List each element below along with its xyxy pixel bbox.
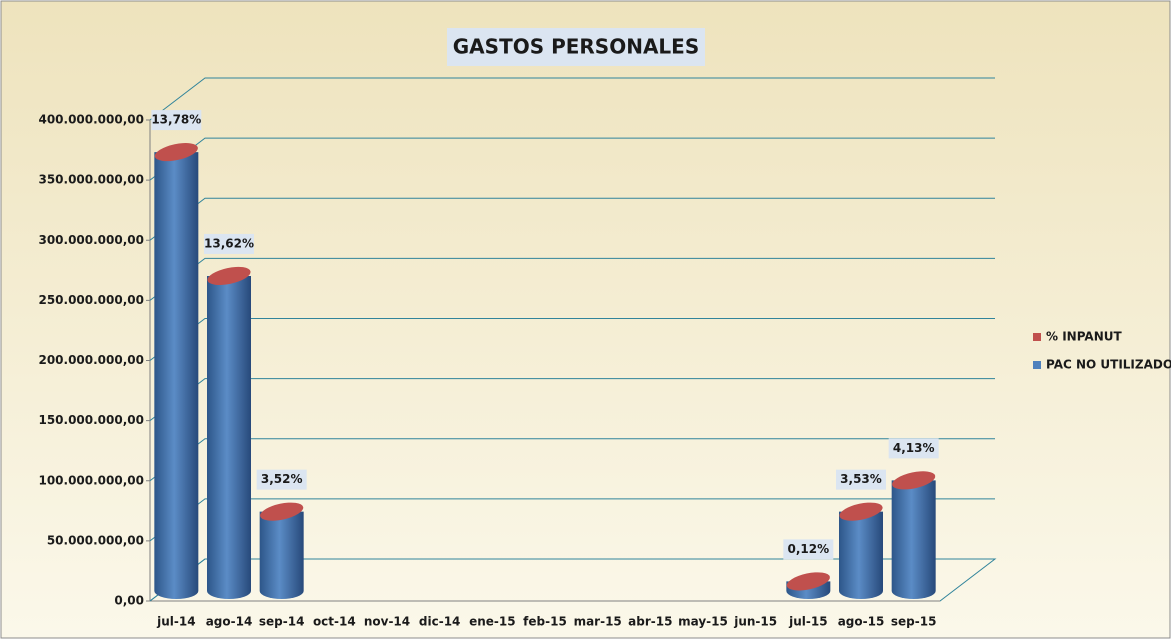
y-tick-label: 350.000.000,00: [38, 173, 144, 187]
y-tick-label: 300.000.000,00: [38, 233, 144, 247]
x-tick-label: jul-14: [156, 615, 195, 629]
bar: [259, 511, 304, 599]
legend-label: % INPANUT: [1046, 330, 1122, 344]
data-label-box: [151, 110, 202, 131]
y-tick-label: 200.000.000,00: [38, 353, 144, 367]
x-tick-label: ago-15: [838, 615, 885, 629]
data-label: 4,13%: [893, 441, 935, 455]
bar-cap: [207, 266, 251, 286]
bar: [891, 480, 936, 599]
x-tick-label: oct-14: [313, 615, 356, 629]
title-box: [447, 28, 705, 66]
y-tick-label: 250.000.000,00: [38, 293, 144, 307]
grid-line: [149, 77, 995, 121]
bar: [207, 275, 251, 599]
x-tick-label: nov-14: [364, 615, 410, 629]
bar-cap: [260, 502, 304, 521]
bar-cap: [154, 143, 198, 162]
data-label-box: [256, 469, 307, 490]
x-tick-label: ene-15: [469, 615, 516, 629]
x-tick-label: jun-15: [733, 615, 777, 629]
x-tick-label: ago-14: [206, 615, 253, 629]
data-label-box: [888, 438, 939, 459]
y-tick-label: 0,00: [114, 594, 144, 608]
chart-title: GASTOS PERSONALES: [453, 35, 699, 59]
x-tick-label: may-15: [678, 615, 728, 629]
bar-cap: [839, 502, 883, 521]
x-tick-label: sep-14: [259, 615, 305, 629]
data-label-box: [836, 469, 886, 490]
data-label: 13,62%: [204, 236, 254, 250]
data-label: 3,53%: [840, 472, 882, 486]
x-tick-label: mar-15: [574, 615, 622, 629]
data-label: 3,52%: [261, 472, 303, 486]
bar: [839, 511, 883, 599]
y-tick-label: 150.000.000,00: [38, 413, 144, 427]
y-tick-label: 100.000.000,00: [38, 473, 144, 487]
y-tick-label: 400.000.000,00: [38, 113, 144, 127]
bar: [154, 152, 199, 599]
y-tick-label: 50.000.000,00: [47, 533, 144, 547]
data-label: 0,12%: [788, 542, 830, 556]
data-label: 13,78%: [151, 113, 201, 127]
bar-cap: [786, 572, 830, 591]
legend-swatch: [1033, 333, 1041, 341]
x-tick-label: jul-15: [788, 615, 827, 629]
legend-label: PAC NO UTILIZADO: [1046, 358, 1171, 372]
x-tick-label: feb-15: [523, 615, 567, 629]
data-label-box: [783, 539, 834, 560]
legend-swatch: [1033, 361, 1041, 369]
bar-cap: [892, 471, 936, 490]
x-tick-label: sep-15: [891, 615, 937, 629]
x-tick-label: dic-14: [419, 615, 461, 629]
data-label-box: [204, 233, 254, 254]
x-tick-label: abr-15: [628, 615, 672, 629]
